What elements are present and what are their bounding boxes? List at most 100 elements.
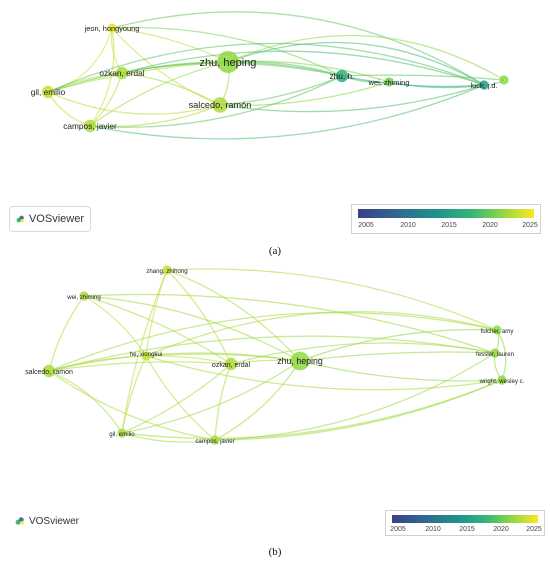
node-circle bbox=[335, 69, 349, 83]
node-label: salcedo, ramon bbox=[25, 369, 73, 376]
network-link bbox=[89, 84, 485, 140]
network-node[interactable]: luck, j.d. bbox=[470, 80, 498, 90]
node-circle bbox=[492, 325, 502, 335]
node-circle bbox=[162, 265, 172, 275]
network-node[interactable]: fessler, lauren bbox=[476, 348, 514, 358]
node-circle bbox=[217, 51, 239, 73]
network-link bbox=[48, 370, 123, 434]
network-link bbox=[47, 42, 485, 93]
network-link bbox=[219, 84, 485, 113]
node-label: fessler, lauren bbox=[476, 351, 514, 358]
network-panel-b: zhang, zhihong wei, zhiming fulcher, amy he… bbox=[0, 258, 550, 543]
node-label: wright, wesley c. bbox=[479, 378, 525, 385]
network-link bbox=[121, 355, 147, 434]
node-circle bbox=[224, 357, 238, 371]
node-circle bbox=[479, 80, 489, 90]
network-node[interactable]: gil, emilio bbox=[31, 85, 66, 99]
network-link bbox=[48, 361, 232, 372]
node-circle bbox=[499, 75, 509, 85]
color-scale-bar bbox=[358, 209, 534, 218]
network-node[interactable]: ozkan, erdal bbox=[99, 66, 145, 80]
node-circle bbox=[83, 119, 97, 133]
node-circle bbox=[490, 348, 500, 358]
node-circle bbox=[212, 97, 228, 113]
network-link bbox=[121, 50, 485, 86]
caption-b: (b) bbox=[268, 546, 282, 558]
edges bbox=[48, 268, 507, 443]
network-link bbox=[47, 62, 343, 93]
edges bbox=[47, 11, 505, 140]
network-node[interactable]: zhu, heping bbox=[200, 51, 257, 73]
node-label: salcedo, ramón bbox=[189, 100, 252, 110]
network-link bbox=[89, 75, 343, 128]
network-link bbox=[299, 360, 503, 382]
network-link bbox=[111, 11, 485, 86]
vosviewer-icon bbox=[15, 517, 24, 525]
vosviewer-icon bbox=[16, 215, 24, 223]
network-link bbox=[219, 81, 390, 107]
network-link bbox=[214, 352, 496, 441]
network-link bbox=[121, 363, 232, 434]
vosviewer-logo-a: VOSviewer bbox=[9, 206, 91, 232]
network-link bbox=[83, 295, 301, 362]
network-link bbox=[48, 335, 496, 372]
scale-tick: 2010 bbox=[425, 526, 441, 533]
network-link bbox=[83, 295, 147, 357]
network-node[interactable]: campos, javier bbox=[63, 119, 117, 133]
node-circle bbox=[42, 364, 56, 378]
network-link bbox=[111, 26, 343, 77]
node-circle bbox=[384, 77, 394, 87]
scale-tick: 2015 bbox=[441, 222, 457, 229]
network-node[interactable]: fulcher, amy bbox=[481, 325, 515, 335]
node-label: luck, j.d. bbox=[470, 81, 497, 90]
network-node[interactable]: jeon, hongyoung bbox=[84, 23, 140, 33]
network-panel-a: jeon, hongyoung zhu, heping ozkan, erdal gi… bbox=[0, 0, 550, 240]
network-link bbox=[111, 27, 229, 63]
caption-a: (a) bbox=[268, 245, 282, 257]
node-label: zhu, h. bbox=[330, 71, 355, 81]
network-node[interactable]: wei, zhiming bbox=[368, 77, 410, 87]
network-node[interactable]: salcedo, ramón bbox=[189, 97, 252, 113]
network-node[interactable]: wright, wesley c. bbox=[479, 375, 525, 385]
network-node[interactable]: ozkan, erdal bbox=[212, 357, 251, 371]
vosviewer-logo-text: VOSviewer bbox=[28, 515, 79, 527]
node-label: campos, javier bbox=[63, 121, 117, 131]
network-link bbox=[47, 91, 221, 115]
network-node[interactable]: wei, zhiming bbox=[66, 291, 101, 301]
network-node[interactable]: zhu, heping bbox=[277, 351, 323, 371]
vosviewer-logo-text: VOSviewer bbox=[28, 213, 84, 225]
node-label: jeon, hongyoung bbox=[84, 24, 140, 33]
node-label: zhu, heping bbox=[200, 57, 257, 69]
network-node[interactable]: zhu, h. bbox=[330, 69, 355, 83]
network-node[interactable]: zhang, zhihong bbox=[146, 265, 188, 275]
network-link bbox=[388, 81, 485, 89]
vosviewer-logo-b: VOSviewer bbox=[9, 510, 85, 532]
network-link bbox=[166, 268, 498, 331]
network-link bbox=[214, 360, 301, 441]
node-circle bbox=[117, 428, 127, 438]
network-node[interactable]: he, xiongkui bbox=[130, 351, 163, 361]
node-label: gil, emilio bbox=[109, 431, 135, 438]
node-label: zhu, heping bbox=[277, 356, 323, 366]
node-label: wei, zhiming bbox=[66, 294, 101, 301]
color-scale-a: 2005 2010 2015 2020 2025 bbox=[351, 204, 541, 234]
network-link bbox=[227, 60, 390, 83]
network-link bbox=[121, 360, 301, 434]
network-node[interactable]: salcedo, ramon bbox=[25, 364, 73, 378]
network-node[interactable]: campos, javier bbox=[195, 435, 235, 445]
node-circle bbox=[290, 351, 310, 371]
network-link bbox=[111, 27, 221, 106]
node-label: he, xiongkui bbox=[130, 351, 163, 358]
network-link bbox=[214, 379, 503, 441]
network-link bbox=[145, 269, 168, 357]
scale-tick: 2025 bbox=[526, 526, 542, 533]
node-circle bbox=[115, 66, 129, 80]
node-label: fulcher, amy bbox=[481, 328, 515, 335]
network-link bbox=[121, 379, 503, 439]
node-label: wei, zhiming bbox=[368, 78, 410, 87]
network-link bbox=[48, 370, 216, 441]
network-node[interactable] bbox=[499, 75, 509, 85]
network-link bbox=[299, 328, 498, 362]
network-node[interactable]: gil, emilio bbox=[109, 428, 135, 438]
network-link bbox=[83, 293, 496, 354]
